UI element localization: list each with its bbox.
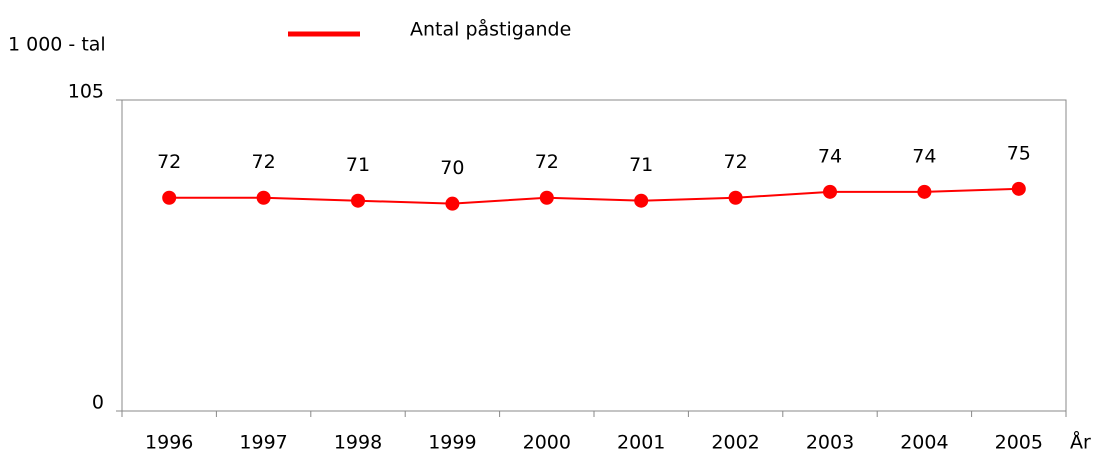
line (169, 187, 1019, 205)
point (256, 190, 271, 205)
x-tick-label: 2001 (617, 432, 665, 454)
data-label: 75 (1007, 142, 1031, 164)
x-tick-label: 2002 (711, 432, 759, 454)
x-tick-label: 2005 (995, 432, 1043, 454)
y-axis-label: 1 000 - tal (8, 34, 106, 56)
x-tick-label: 2000 (523, 432, 571, 454)
point (634, 193, 649, 208)
x-tick-label: 1996 (145, 432, 193, 454)
point (1011, 181, 1026, 196)
data-label: 71 (346, 154, 370, 176)
x-tick-label: 1999 (428, 432, 476, 454)
data-label: 72 (157, 151, 181, 173)
y-tick-label: 105 (68, 81, 104, 103)
point (162, 190, 177, 205)
x-axis-label: År (1070, 431, 1091, 454)
data-label: 74 (818, 145, 842, 167)
data-label: 72 (724, 151, 748, 173)
y-tick-label: 0 (92, 392, 104, 414)
legend-label: Antal påstigande (410, 18, 571, 41)
x-tick-label: 2004 (900, 432, 948, 454)
data-label: 72 (252, 151, 276, 173)
point (445, 196, 460, 211)
data-label: 74 (912, 145, 936, 167)
point (917, 184, 932, 199)
point (351, 193, 365, 208)
data-label: 71 (629, 154, 653, 176)
x-tick-label: 2003 (806, 432, 854, 454)
x-tick-label: 1998 (334, 432, 382, 454)
point (728, 190, 743, 205)
data-label: 72 (535, 151, 559, 173)
point (823, 184, 837, 199)
data-label: 70 (440, 157, 464, 179)
point (539, 190, 554, 205)
x-tick-label: 1997 (239, 432, 287, 454)
